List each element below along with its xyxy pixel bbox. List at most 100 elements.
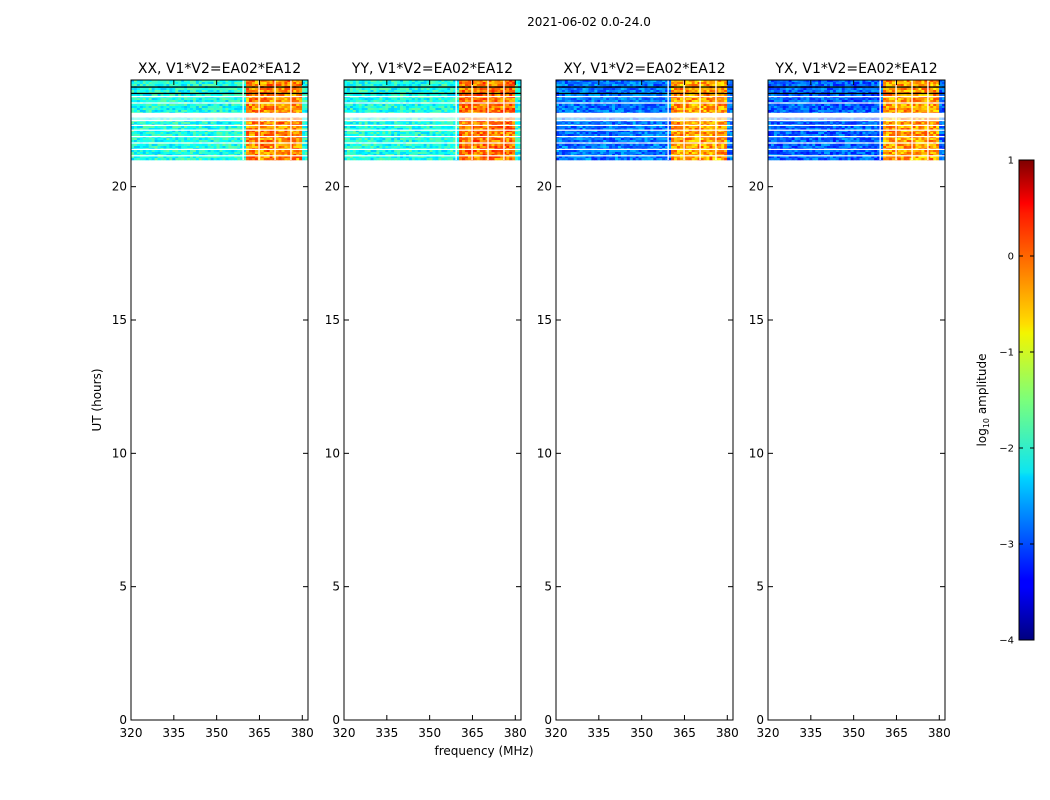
heatmap-cell [494, 152, 498, 155]
heatmap-cell [467, 130, 472, 133]
heatmap-cell [488, 134, 492, 137]
heatmap-cell [243, 106, 247, 109]
heatmap-cell [438, 132, 442, 135]
heatmap-cell [207, 98, 211, 101]
heatmap-cell [476, 154, 480, 157]
heatmap-cell [450, 84, 454, 87]
heatmap-cell [187, 156, 191, 159]
heatmap-cell [411, 100, 416, 103]
heatmap-cell [131, 138, 135, 141]
heatmap-cell [459, 106, 463, 109]
heatmap-cell [225, 152, 229, 155]
heatmap-cell [344, 84, 348, 87]
heatmap-cell [145, 100, 149, 103]
heatmap-cell [266, 122, 270, 125]
heatmap-cell [249, 146, 253, 149]
heatmap-cell [408, 128, 413, 131]
heatmap-cell [231, 158, 235, 161]
heatmap-cell [403, 84, 407, 87]
heatmap-cell [201, 146, 206, 149]
heatmap-cell [201, 94, 206, 97]
heatmap-cell [163, 100, 167, 103]
heatmap-cell [462, 150, 466, 153]
heatmap-cell [556, 80, 560, 83]
heatmap-cell [213, 138, 217, 141]
heatmap-cell [462, 126, 466, 129]
heatmap-cell [234, 146, 238, 149]
heatmap-cell [237, 84, 241, 87]
heatmap-cell [349, 84, 354, 87]
heatmap-cell [459, 90, 463, 93]
y-tick-label: 5 [332, 580, 340, 594]
heatmap-cell [391, 150, 395, 153]
heatmap-cell [349, 82, 354, 85]
heatmap-cell [408, 104, 413, 107]
heatmap-cell [287, 94, 291, 97]
x-tick-label: 335 [162, 726, 185, 740]
heatmap-cell [403, 138, 407, 141]
heatmap-cell [305, 152, 309, 155]
heatmap-cell [222, 132, 226, 135]
heatmap-cell [175, 90, 179, 93]
heatmap-cell [145, 130, 149, 133]
heatmap-cell [228, 134, 232, 137]
heatmap-cell [192, 128, 197, 131]
heatmap-cell [361, 82, 365, 85]
heatmap-cell [503, 132, 507, 135]
heatmap-cell [388, 152, 392, 155]
heatmap-cell [148, 82, 152, 85]
heatmap-cell [444, 106, 448, 109]
heatmap-cell [435, 154, 439, 157]
heatmap-cell [166, 154, 170, 157]
heatmap-cell [697, 80, 701, 83]
heatmap-cell [405, 154, 410, 157]
heatmap-cell [417, 84, 421, 87]
heatmap-cell [497, 90, 501, 93]
heatmap-cell [467, 138, 472, 141]
heatmap-cell [157, 106, 161, 109]
heatmap-cell [281, 138, 285, 141]
heatmap-cell [405, 132, 410, 135]
heatmap-cell [263, 106, 267, 109]
heatmap-cell [453, 110, 457, 113]
heatmap-cell [388, 108, 392, 111]
heatmap-cell [195, 152, 200, 155]
heatmap-cell [656, 80, 660, 83]
heatmap-cell [243, 152, 247, 155]
heatmap-cell [299, 100, 303, 103]
heatmap-cell [172, 150, 176, 153]
heatmap-cell [429, 152, 433, 155]
heatmap-cell [175, 138, 179, 141]
heatmap-cell [447, 154, 451, 157]
heatmap-cell [379, 156, 383, 159]
heatmap-cell [228, 104, 232, 107]
heatmap-cell [349, 104, 354, 107]
heatmap-cell [305, 126, 309, 129]
heatmap-cell [388, 128, 392, 131]
heatmap-cell [192, 156, 197, 159]
heatmap-cell [145, 150, 149, 153]
heatmap-cell [175, 140, 179, 143]
heatmap-cell [275, 150, 279, 153]
heatmap-cell [240, 158, 244, 161]
heatmap-cell [269, 100, 273, 103]
heatmap-cell [403, 94, 407, 97]
heatmap-cell [293, 158, 297, 161]
heatmap-cell [385, 110, 389, 113]
heatmap-cell [450, 158, 454, 161]
heatmap-cell [512, 94, 516, 97]
heatmap-cell [192, 110, 197, 113]
heatmap-cell [290, 108, 294, 111]
heatmap-cell [509, 128, 513, 131]
heatmap-cell [169, 80, 173, 83]
heatmap-cell [210, 90, 214, 93]
heatmap-cell [346, 110, 351, 113]
heatmap-cell [435, 144, 439, 147]
heatmap-cell [169, 110, 173, 113]
heatmap-cell [284, 88, 288, 91]
heatmap-cell [467, 84, 472, 87]
heatmap-cell [518, 106, 522, 109]
heatmap-cell [394, 154, 398, 157]
heatmap-cell [485, 146, 489, 149]
heatmap-cell [411, 80, 416, 83]
